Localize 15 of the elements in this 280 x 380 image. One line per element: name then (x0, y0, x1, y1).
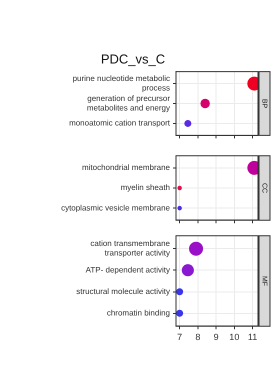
y-tick-label: structural molecule activity (76, 286, 170, 296)
x-tick-label: 7 (177, 332, 182, 342)
y-tick-label: ATP- dependent activity (86, 265, 170, 274)
y-tick-label: chromatin binding (106, 308, 170, 318)
y-tick-label: cation transmembrane transporter activity (90, 239, 171, 258)
y-tick-label: myelin sheath (120, 183, 170, 192)
x-tick-label: 10 (229, 332, 240, 342)
y-tick-label: cytoplasmic vesicle membrane (61, 203, 171, 212)
y-tick-label: generation of precursor metabolites and energy (86, 94, 170, 113)
x-tick-label: 9 (214, 332, 219, 342)
x-tick-label: 11 (248, 332, 258, 342)
chart-title: PDC_vs_C (100, 51, 166, 66)
y-tick-label: monoatomic cation transport (69, 118, 171, 128)
x-tick-label: 8 (195, 332, 200, 342)
y-tick-label: mitochondrial membrane (82, 163, 171, 172)
